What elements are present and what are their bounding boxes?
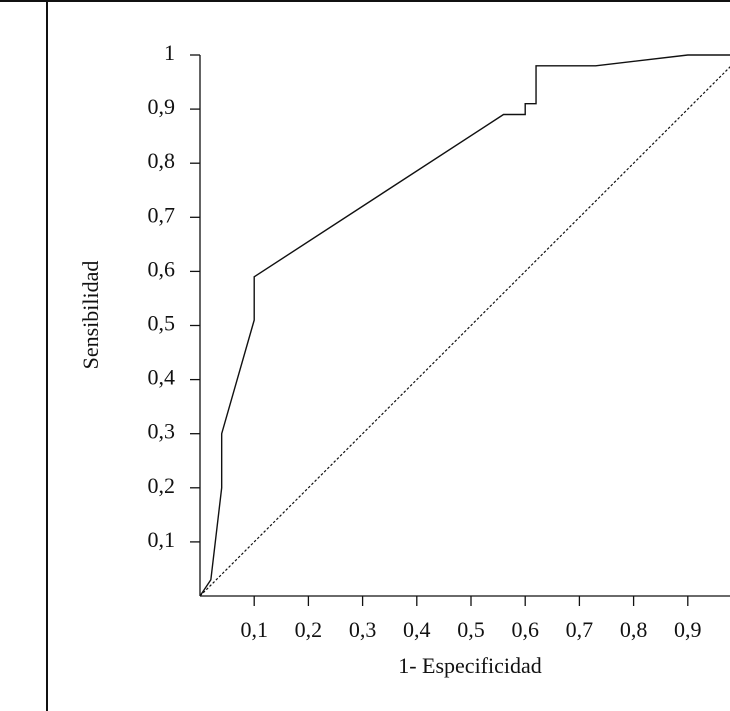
x-tick-label: 0,4 [403,617,431,642]
y-axis-label: Sensibilidad [78,261,103,370]
y-tick-label: 0,8 [148,148,176,173]
x-tick-label: 0,9 [674,617,702,642]
x-tick-label: 0,1 [240,617,268,642]
y-tick-label: 0,5 [148,311,176,336]
y-tick-label: 0,9 [148,94,176,119]
x-tick-label: 0,2 [295,617,323,642]
y-tick-label: 0,6 [148,256,176,281]
roc-curve [199,54,730,597]
y-tick-label: 0,3 [148,419,176,444]
reference-line [199,66,730,597]
y-tick-label: 0,4 [148,365,176,390]
y-tick-label: 0,7 [148,202,176,227]
x-tick-label: 0,6 [511,617,539,642]
x-tick-label: 0,3 [349,617,377,642]
x-tick-label: 0,7 [566,617,594,642]
y-tick-label: 0,1 [148,527,176,552]
x-axis-label: 1- Especificidad [398,653,542,678]
y-tick-label: 0,2 [148,473,176,498]
x-tick-label: 0,8 [620,617,648,642]
x-tick-label: 0,5 [457,617,485,642]
y-tick-label: 1 [164,40,175,65]
